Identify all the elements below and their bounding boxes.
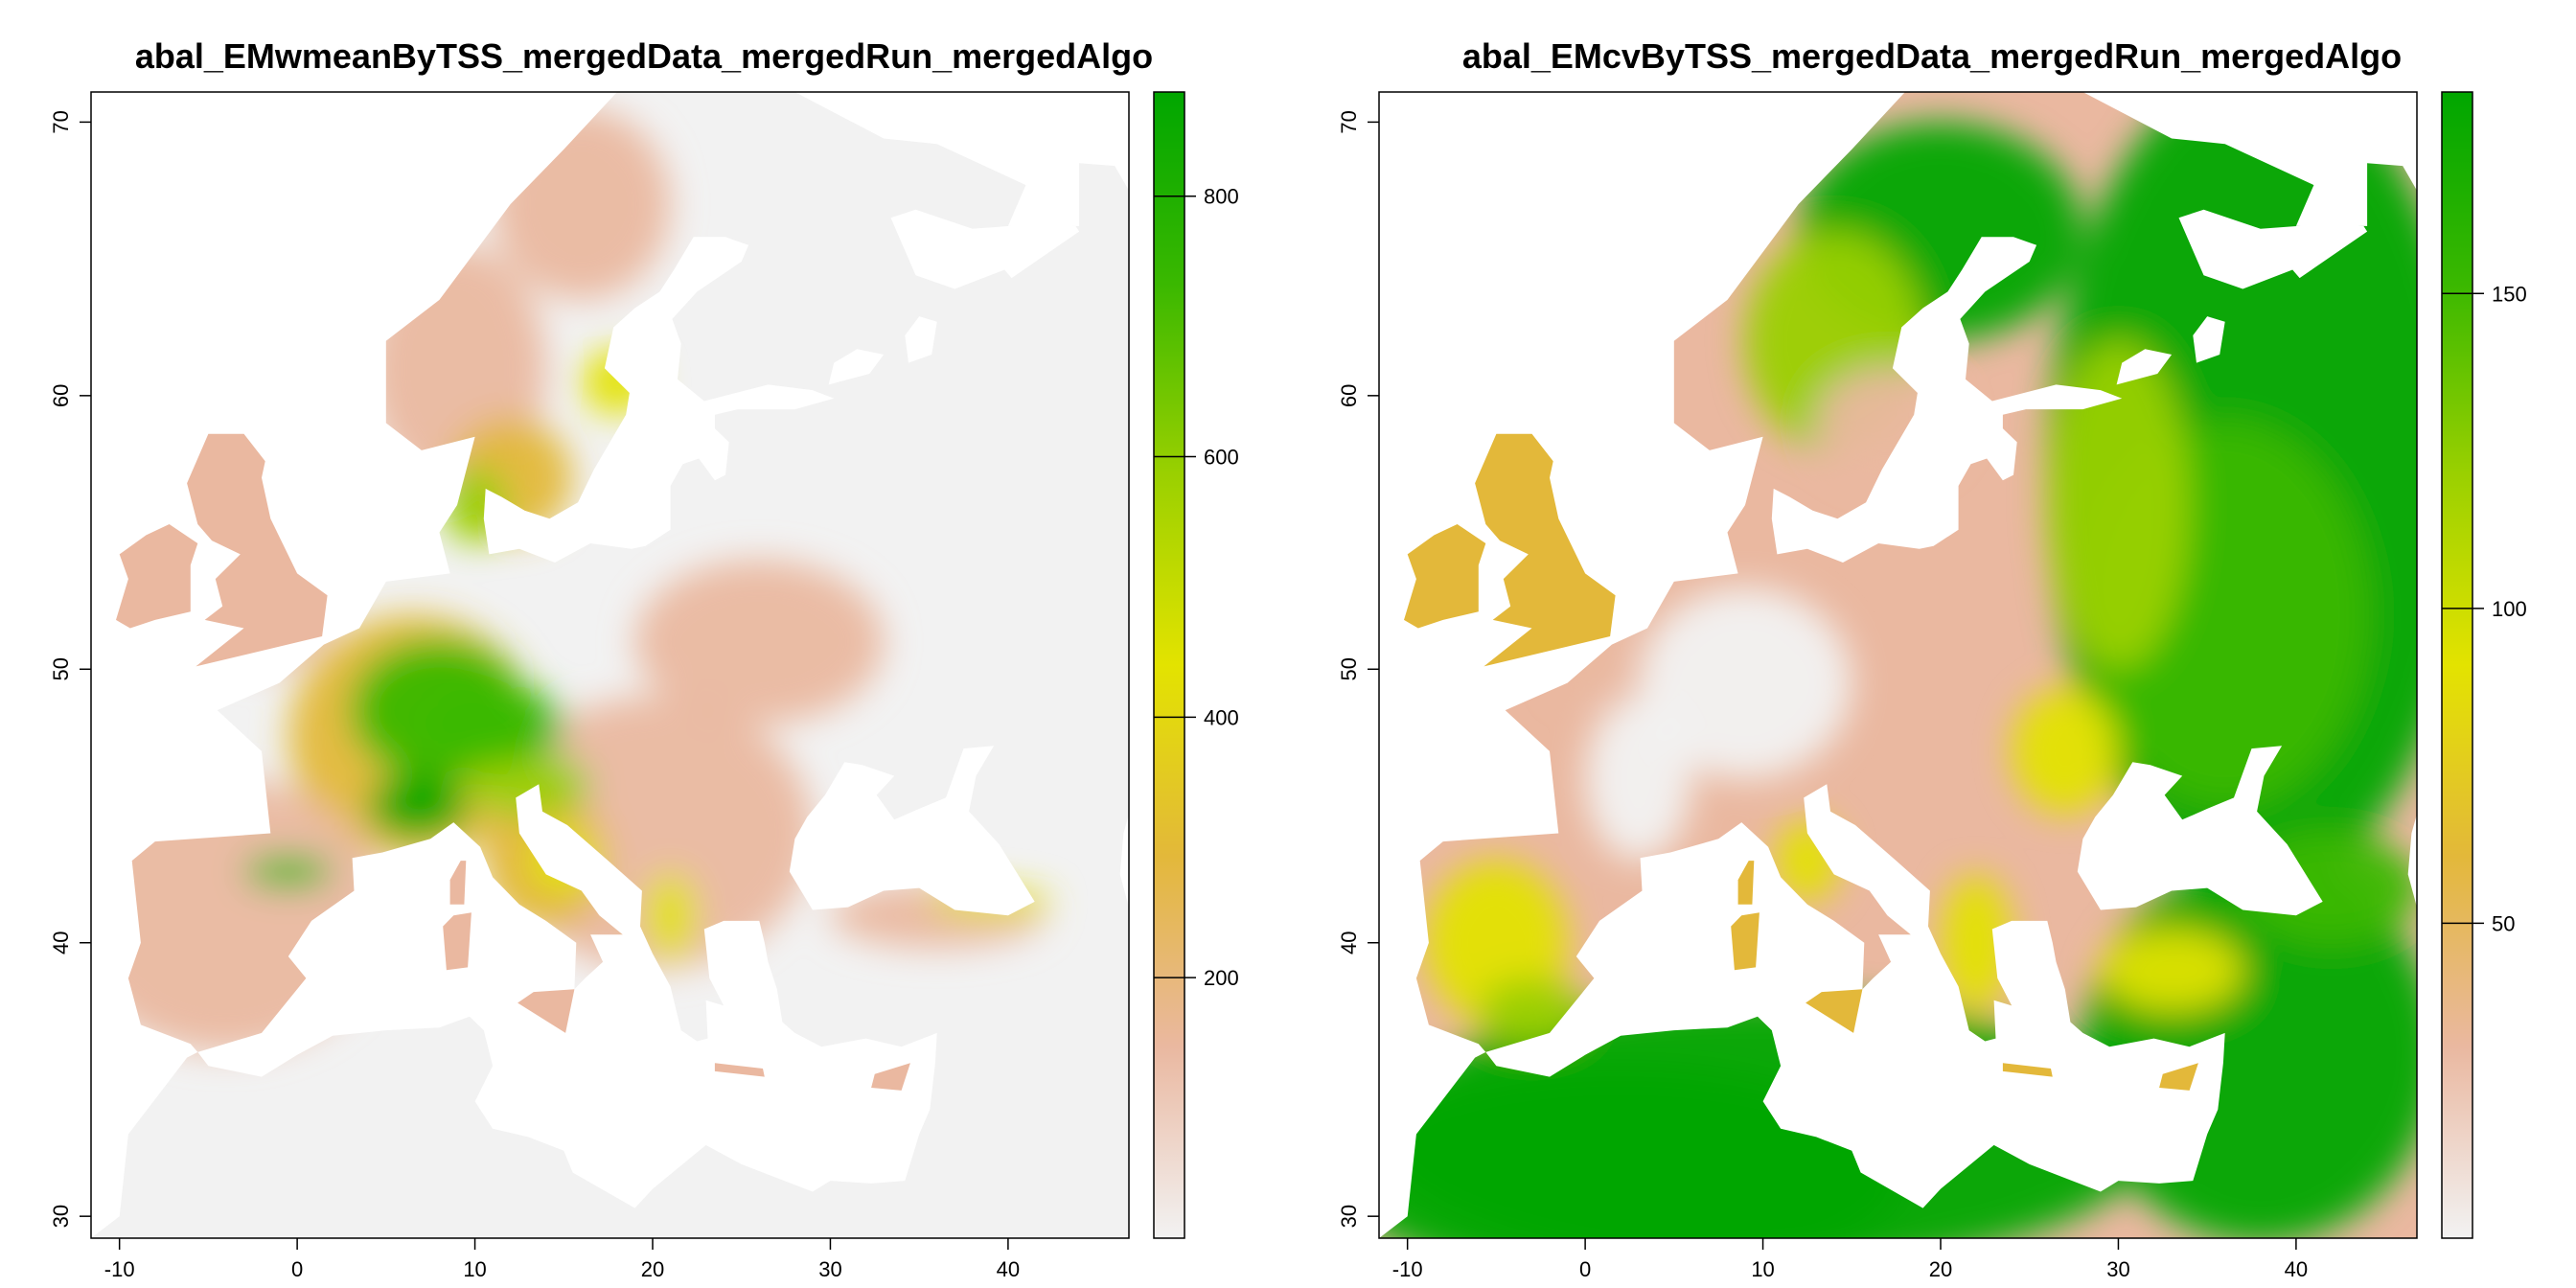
island-cyprus — [871, 1063, 910, 1091]
x-tick-label: 30 — [2106, 1257, 2129, 1281]
island-ireland — [1404, 524, 1486, 629]
water-onega — [2193, 316, 2225, 363]
map-panel-cv: abal_EMcvByTSS_mergedData_mergedRun_merg… — [1288, 0, 2576, 1288]
x-tick-label: -10 — [104, 1257, 135, 1281]
map-title-cv: abal_EMcvByTSS_mergedData_mergedRun_merg… — [1461, 36, 2403, 76]
x-tick-label: 20 — [641, 1257, 664, 1281]
island-britain — [1475, 433, 1616, 667]
island-corsica — [1737, 861, 1755, 905]
island-sardinia — [443, 912, 472, 971]
plot-frame — [90, 91, 1130, 1239]
island-sicily — [518, 989, 575, 1033]
water-barents — [616, 92, 1129, 226]
x-tick-label: 20 — [1929, 1257, 1952, 1281]
water-black — [789, 746, 1035, 916]
y-tick-label: 60 — [1337, 384, 1361, 407]
water-white — [890, 209, 1080, 289]
y-tick-label: 30 — [1337, 1205, 1361, 1228]
x-tick-label: 10 — [1751, 1257, 1774, 1281]
y-tick-label: 70 — [49, 110, 73, 133]
value-patch — [243, 855, 334, 888]
island-crete — [2002, 1063, 2053, 1077]
island-cyprus — [2159, 1063, 2198, 1091]
map-panel-wmean: abal_EMwmeanByTSS_mergedData_mergedRun_m… — [49, 36, 1239, 1281]
water-atlantic — [91, 92, 617, 1238]
x-tick-label: -10 — [1392, 1257, 1423, 1281]
x-tick-label: 30 — [818, 1257, 841, 1281]
island-sardinia — [1731, 912, 1760, 971]
colorbar — [2441, 91, 2473, 1239]
x-tick-label: 0 — [1579, 1257, 1591, 1281]
water-onega — [905, 316, 937, 363]
y-tick-label: 50 — [1337, 657, 1361, 680]
value-patch — [2100, 929, 2243, 1012]
value-patch — [2047, 340, 2190, 670]
value-patch — [2012, 688, 2119, 815]
water-white — [2178, 209, 2368, 289]
value-layer — [1379, 92, 2417, 1238]
map-raster-wmean — [91, 92, 1129, 1238]
island-crete — [714, 1063, 765, 1077]
water-atlantic — [1379, 92, 1905, 1238]
value-patch — [634, 560, 885, 724]
y-tick-label: 40 — [49, 931, 73, 954]
water-caspian — [2407, 814, 2417, 908]
map-figure-cv: -10 0 10 20 30 40 30 40 50 60 70 50 100 150 — [1337, 91, 2527, 1281]
y-tick-label: 30 — [49, 1205, 73, 1228]
plot-frame — [1378, 91, 2418, 1239]
value-patch — [466, 750, 591, 817]
water-barents — [1904, 92, 2417, 226]
map-figure-wmean: -10 0 10 20 30 40 30 40 50 60 70 200 400 600 800 — [49, 91, 1239, 1281]
value-patch — [1638, 586, 1852, 779]
colorbar-tick-label: 600 — [1204, 446, 1239, 470]
water-ladoga — [2116, 349, 2173, 385]
water-black — [2077, 746, 2323, 916]
colorbar-tick-label: 200 — [1204, 966, 1239, 990]
island-ireland — [116, 524, 198, 629]
island-sicily — [1806, 989, 1863, 1033]
colorbar-tick-label: 100 — [2492, 597, 2527, 621]
map-raster-cv — [1379, 92, 2417, 1238]
x-tick-label: 40 — [997, 1257, 1020, 1281]
y-tick-label: 50 — [49, 657, 73, 680]
colorbar-tick-label: 50 — [2492, 911, 2515, 935]
colorbar-tick-label: 400 — [1204, 705, 1239, 729]
y-tick-label: 40 — [1337, 931, 1361, 954]
x-tick-label: 10 — [463, 1257, 486, 1281]
value-patch — [1941, 874, 2012, 1012]
value-patch — [643, 871, 698, 959]
value-patch — [368, 772, 469, 840]
x-tick-label: 0 — [291, 1257, 303, 1281]
water-caspian — [1119, 814, 1129, 908]
colorbar — [1153, 91, 1185, 1239]
water-baltic — [1771, 237, 2123, 564]
island-britain — [187, 433, 328, 667]
water-ladoga — [828, 349, 885, 385]
value-patch — [1585, 696, 1692, 862]
x-tick-label: 40 — [2285, 1257, 2308, 1281]
island-corsica — [449, 861, 467, 905]
water-baltic — [483, 237, 835, 564]
value-patch — [421, 682, 564, 766]
map-title-wmean: abal_EMwmeanByTSS_mergedData_mergedRun_m… — [134, 36, 1154, 76]
y-tick-label: 70 — [1337, 110, 1361, 133]
y-tick-label: 60 — [49, 384, 73, 407]
colorbar-tick-label: 800 — [1204, 185, 1239, 209]
colorbar-tick-label: 150 — [2492, 282, 2527, 306]
